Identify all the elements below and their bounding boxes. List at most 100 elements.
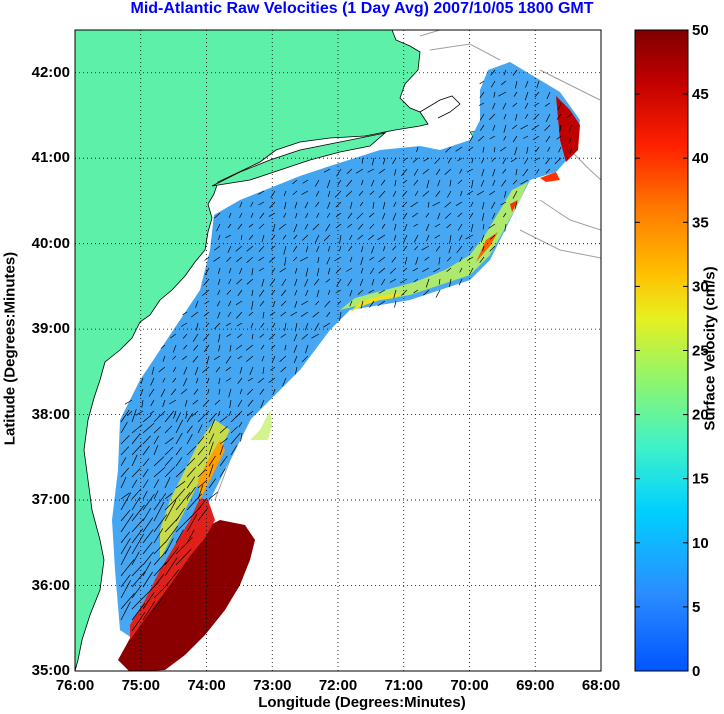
velocity-arrow xyxy=(191,410,199,417)
velocity-arrow xyxy=(423,157,430,162)
velocity-arrow xyxy=(214,355,221,360)
velocity-arrow xyxy=(315,190,320,197)
velocity-arrow xyxy=(459,168,463,174)
velocity-arrow xyxy=(526,146,529,154)
velocity-arrow xyxy=(186,457,196,467)
colorbar-tick-label: 15 xyxy=(692,471,709,488)
velocity-arrow xyxy=(131,612,146,632)
velocity-arrow xyxy=(514,201,518,210)
velocity-arrow xyxy=(347,212,353,219)
velocity-arrow xyxy=(203,344,210,353)
velocity-arrow xyxy=(446,190,452,198)
velocity-arrow xyxy=(173,410,177,419)
velocity-arrow xyxy=(389,278,397,283)
velocity-arrow xyxy=(323,234,331,242)
velocity-arrow xyxy=(326,212,331,218)
velocity-arrow xyxy=(370,179,375,187)
velocity-arrow xyxy=(479,91,485,99)
velocity-arrow xyxy=(504,223,507,232)
velocity-arrow xyxy=(479,113,485,121)
velocity-arrow xyxy=(142,422,155,434)
velocity-arrow xyxy=(259,300,265,307)
velocity-arrow xyxy=(131,444,142,456)
velocity-arrow xyxy=(482,245,485,252)
velocity-arrow xyxy=(229,399,232,409)
velocity-arrow xyxy=(149,410,155,415)
velocity-arrow xyxy=(299,256,309,262)
velocity-arrow xyxy=(490,69,496,76)
velocity-arrow xyxy=(304,201,309,209)
velocity-arrow xyxy=(499,146,507,152)
velocity-arrow xyxy=(294,201,298,209)
velocity-arrow xyxy=(247,410,254,417)
velocity-arrow xyxy=(566,113,573,119)
velocity-arrow xyxy=(294,300,298,308)
velocity-arrow xyxy=(535,146,540,153)
velocity-arrow xyxy=(190,311,199,318)
velocity-arrow xyxy=(272,223,276,232)
velocity-arrow xyxy=(219,445,224,456)
velocity-arrow xyxy=(208,433,215,445)
velocity-arrow xyxy=(183,344,188,350)
velocity-arrow xyxy=(248,311,254,316)
velocity-arrow xyxy=(360,256,364,265)
velocity-arrow xyxy=(295,212,298,219)
y-tick-label: 35:00 xyxy=(31,662,70,679)
velocity-arrow xyxy=(279,355,287,363)
velocity-arrow xyxy=(142,414,152,423)
velocity-arrow xyxy=(172,344,177,353)
velocity-arrow xyxy=(170,388,177,396)
velocity-arrow xyxy=(292,179,298,185)
velocity-arrow xyxy=(305,212,309,219)
velocity-arrow xyxy=(120,476,127,489)
velocity-arrow xyxy=(120,531,130,544)
velocity-arrow xyxy=(335,267,342,274)
velocity-arrow xyxy=(534,157,540,162)
velocity-arrow xyxy=(467,190,474,195)
velocity-arrow xyxy=(216,300,221,307)
velocity-arrow xyxy=(258,256,265,261)
velocity-arrow xyxy=(164,437,174,445)
velocity-arrow xyxy=(569,146,573,155)
velocity-arrow xyxy=(197,479,208,489)
velocity-arrow xyxy=(269,201,276,209)
velocity-arrow xyxy=(413,234,419,243)
velocity-arrow xyxy=(458,234,463,241)
velocity-arrow xyxy=(413,168,419,176)
velocity-arrow xyxy=(230,426,238,434)
velocity-arrow xyxy=(456,245,463,254)
velocity-arrow xyxy=(280,333,287,338)
velocity-arrow xyxy=(175,491,191,511)
velocity-arrow xyxy=(197,469,207,478)
velocity-arrow xyxy=(164,500,177,522)
velocity-arrow xyxy=(426,234,430,242)
velocity-arrow xyxy=(544,124,551,132)
velocity-arrow xyxy=(206,355,210,365)
velocity-arrow xyxy=(175,488,186,500)
velocity-arrow xyxy=(131,454,138,467)
velocity-arrow xyxy=(131,551,140,566)
velocity-arrow xyxy=(186,434,193,445)
velocity-arrow xyxy=(120,580,131,599)
velocity-arrow xyxy=(162,355,166,362)
velocity-arrow xyxy=(247,377,254,382)
velocity-arrow xyxy=(164,517,179,533)
velocity-arrow xyxy=(412,212,419,218)
velocity-arrow xyxy=(197,446,206,456)
velocity-arrow xyxy=(335,212,342,218)
velocity-arrow xyxy=(480,179,485,187)
velocity-arrow xyxy=(414,245,419,251)
velocity-arrow xyxy=(536,80,540,89)
velocity-arrow xyxy=(489,135,496,140)
velocity-arrow xyxy=(135,410,144,416)
velocity-arrow xyxy=(290,311,298,317)
velocity-arrow xyxy=(469,245,474,252)
velocity-arrow xyxy=(489,190,496,196)
velocity-arrow xyxy=(120,545,132,566)
velocity-arrow xyxy=(153,456,165,467)
velocity-arrow xyxy=(491,212,496,220)
velocity-arrow xyxy=(413,278,419,283)
velocity-arrow xyxy=(422,267,430,272)
velocity-arrow xyxy=(182,311,188,316)
velocity-arrow xyxy=(120,457,127,467)
